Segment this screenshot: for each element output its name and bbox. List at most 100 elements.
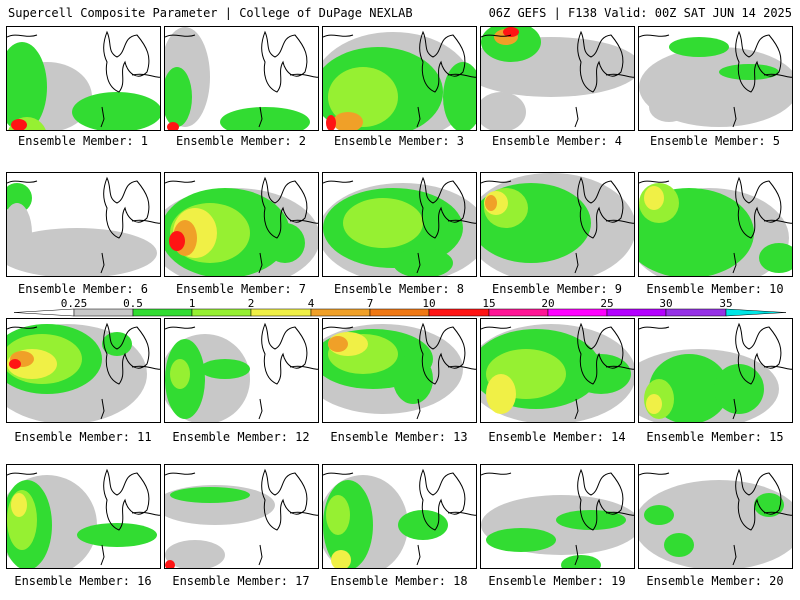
great-lakes-outline xyxy=(639,30,792,128)
ensemble-member-label: Ensemble Member: 6 xyxy=(17,282,149,296)
scp-contour-area xyxy=(72,92,160,130)
scp-contour-area xyxy=(326,495,350,535)
ensemble-member-label: Ensemble Member: 2 xyxy=(175,134,307,148)
great-lakes-outline xyxy=(7,468,160,566)
scp-contour-area xyxy=(7,203,32,263)
ensemble-map-panel xyxy=(6,172,161,277)
colorbar-tick-label: 10 xyxy=(422,297,436,310)
scp-field-map xyxy=(7,30,160,130)
scp-contour-area xyxy=(7,42,47,130)
ensemble-member-label: Ensemble Member: 7 xyxy=(175,282,307,296)
scp-field-map xyxy=(165,322,318,422)
great-lakes-outline xyxy=(323,468,476,566)
colorbar-tick-label: 7 xyxy=(366,297,374,310)
scp-contour-area xyxy=(333,112,363,130)
scp-contour-area xyxy=(328,67,398,127)
colorbar-tick-label: 25 xyxy=(600,297,614,310)
scp-contour-area xyxy=(398,510,448,540)
ensemble-member-label: Ensemble Member: 4 xyxy=(491,134,623,148)
colorbar-segment xyxy=(250,308,312,317)
scp-field-map xyxy=(639,322,792,422)
colorbar-segment xyxy=(428,308,490,317)
scp-field-map xyxy=(7,176,160,276)
scp-contour-area xyxy=(646,394,662,414)
ensemble-member-label: Ensemble Member: 5 xyxy=(649,134,781,148)
scp-field-map xyxy=(639,30,792,128)
scp-contour-area xyxy=(719,64,779,80)
colorbar-tick-label: 4 xyxy=(307,297,315,310)
ensemble-member-label: Ensemble Member: 20 xyxy=(646,574,784,588)
colorbar-tick-label: 30 xyxy=(659,297,673,310)
great-lakes-outline xyxy=(323,322,476,420)
scp-field-map xyxy=(323,176,476,276)
colorbar-min-arrow xyxy=(13,308,75,317)
colorbar-tick-label: 0.5 xyxy=(123,297,143,310)
scp-contour-area xyxy=(556,510,626,530)
ensemble-map-panel xyxy=(480,318,635,423)
ensemble-map-panel xyxy=(6,464,161,569)
ensemble-map-panel xyxy=(164,464,319,569)
colorbar-tick-label: 2 xyxy=(247,297,255,310)
scp-contour-area xyxy=(393,248,453,276)
scp-contour-area xyxy=(167,122,179,130)
ensemble-member-label: Ensemble Member: 16 xyxy=(14,574,152,588)
ensemble-map-panel xyxy=(6,26,161,131)
ensemble-map-panel xyxy=(638,26,793,131)
scp-field-map xyxy=(639,468,792,568)
scp-field-map xyxy=(481,173,634,276)
ensemble-map-panel xyxy=(322,318,477,423)
colorbar-tick-label: 35 xyxy=(719,297,733,310)
great-lakes-outline xyxy=(165,468,318,566)
scp-field-map xyxy=(7,322,160,422)
scp-field-map xyxy=(165,176,318,276)
colorbar-segment xyxy=(665,308,727,317)
great-lakes-outline xyxy=(7,176,160,274)
colorbar-segment xyxy=(369,308,430,317)
ensemble-map-panel xyxy=(322,26,477,131)
ensemble-map-panel xyxy=(322,464,477,569)
scp-contour-area xyxy=(664,533,694,557)
ensemble-map-panel xyxy=(164,318,319,423)
ensemble-map-panel xyxy=(322,172,477,277)
scp-contour-area xyxy=(165,540,225,568)
great-lakes-outline xyxy=(481,30,634,128)
great-lakes-outline xyxy=(165,30,318,128)
scp-contour-area xyxy=(9,359,21,369)
scp-contour-area xyxy=(759,243,792,273)
ensemble-map-panel xyxy=(480,172,635,277)
scp-contour-area xyxy=(503,27,519,37)
scp-field-map xyxy=(481,322,634,422)
colorbar-tick-label: 1 xyxy=(188,297,196,310)
scp-contour-area xyxy=(486,528,556,552)
scp-contour-area xyxy=(265,223,305,263)
ensemble-member-label: Ensemble Member: 11 xyxy=(14,430,152,444)
ensemble-map-panel xyxy=(164,26,319,131)
colorbar-segment xyxy=(488,308,549,317)
ensemble-map-panel xyxy=(638,318,793,423)
great-lakes-outline xyxy=(323,30,476,128)
scp-field-map xyxy=(323,468,476,568)
scp-contour-area xyxy=(561,555,601,568)
scp-contour-area xyxy=(165,67,192,127)
scp-field-map xyxy=(165,27,318,130)
colorbar-segment xyxy=(132,308,193,317)
ensemble-member-label: Ensemble Member: 18 xyxy=(330,574,468,588)
great-lakes-outline xyxy=(639,468,792,566)
ensemble-member-label: Ensemble Member: 3 xyxy=(333,134,465,148)
scp-contour-area xyxy=(343,198,423,248)
ensemble-map-panel xyxy=(638,172,793,277)
scp-field-map xyxy=(165,468,318,568)
ensemble-member-label: Ensemble Member: 13 xyxy=(330,430,468,444)
great-lakes-outline xyxy=(639,322,792,420)
colorbar-segment xyxy=(547,308,608,317)
scp-contour-area xyxy=(326,115,336,130)
ensemble-member-label: Ensemble Member: 10 xyxy=(646,282,784,296)
scp-contour-area xyxy=(220,107,310,130)
scp-contour-area xyxy=(443,62,476,130)
scp-contour-area xyxy=(11,119,27,130)
great-lakes-outline xyxy=(165,322,318,420)
great-lakes-outline xyxy=(481,176,634,274)
scp-field-map xyxy=(7,468,160,568)
colorbar-tick-label: 0.25 xyxy=(60,297,88,310)
ensemble-member-label: Ensemble Member: 15 xyxy=(646,430,784,444)
